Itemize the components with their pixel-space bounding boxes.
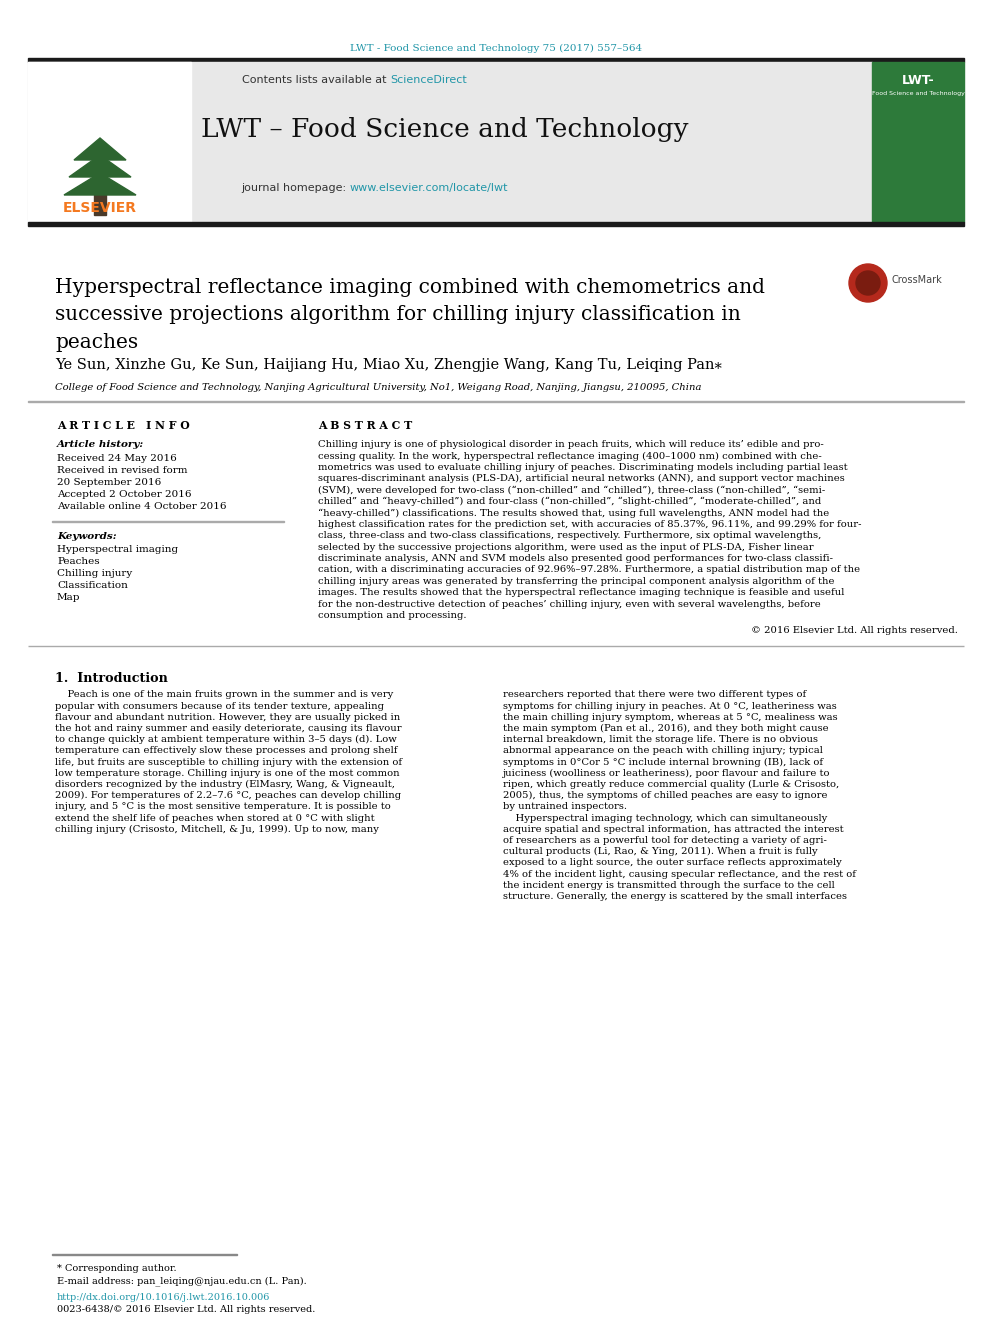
- Text: the main chilling injury symptom, whereas at 5 °C, mealiness was: the main chilling injury symptom, wherea…: [503, 713, 837, 722]
- Text: www.elsevier.com/locate/lwt: www.elsevier.com/locate/lwt: [350, 183, 509, 193]
- Text: for the non-destructive detection of peaches’ chilling injury, even with several: for the non-destructive detection of pea…: [318, 599, 820, 609]
- Text: LWT – Food Science and Technology: LWT – Food Science and Technology: [201, 118, 688, 143]
- Text: 2009). For temperatures of 2.2–7.6 °C, peaches can develop chilling: 2009). For temperatures of 2.2–7.6 °C, p…: [55, 791, 401, 800]
- Text: to change quickly at ambient temperature within 3–5 days (d). Low: to change quickly at ambient temperature…: [55, 736, 397, 745]
- Text: College of Food Science and Technology, Nanjing Agricultural University, No1, We: College of Food Science and Technology, …: [55, 382, 701, 392]
- Text: disorders recognized by the industry (ElMasry, Wang, & Vigneault,: disorders recognized by the industry (El…: [55, 781, 395, 789]
- Text: squares-discriminant analysis (PLS-DA), artificial neural networks (ANN), and su: squares-discriminant analysis (PLS-DA), …: [318, 474, 845, 483]
- Text: © 2016 Elsevier Ltd. All rights reserved.: © 2016 Elsevier Ltd. All rights reserved…: [751, 626, 958, 635]
- Text: chilling injury (Crisosto, Mitchell, & Ju, 1999). Up to now, many: chilling injury (Crisosto, Mitchell, & J…: [55, 824, 379, 833]
- Text: symptoms for chilling injury in peaches. At 0 °C, leatheriness was: symptoms for chilling injury in peaches.…: [503, 701, 836, 710]
- Text: Peach is one of the main fruits grown in the summer and is very: Peach is one of the main fruits grown in…: [55, 691, 393, 700]
- Text: the incident energy is transmitted through the surface to the cell: the incident energy is transmitted throu…: [503, 881, 834, 890]
- Circle shape: [856, 271, 880, 295]
- Text: ELSEVIER: ELSEVIER: [63, 201, 137, 216]
- Text: Ye Sun, Xinzhe Gu, Ke Sun, Haijiang Hu, Miao Xu, Zhengjie Wang, Kang Tu, Leiqing: Ye Sun, Xinzhe Gu, Ke Sun, Haijiang Hu, …: [55, 359, 722, 372]
- Text: 2005), thus, the symptoms of chilled peaches are easy to ignore: 2005), thus, the symptoms of chilled pea…: [503, 791, 827, 800]
- Text: consumption and processing.: consumption and processing.: [318, 611, 466, 620]
- Bar: [872, 62, 964, 222]
- Text: http://dx.doi.org/10.1016/j.lwt.2016.10.006: http://dx.doi.org/10.1016/j.lwt.2016.10.…: [57, 1293, 271, 1302]
- Bar: [28, 222, 964, 226]
- Text: selected by the successive projections algorithm, were used as the input of PLS-: selected by the successive projections a…: [318, 542, 813, 552]
- Text: acquire spatial and spectral information, has attracted the interest: acquire spatial and spectral information…: [503, 824, 843, 833]
- Text: abnormal appearance on the peach with chilling injury; typical: abnormal appearance on the peach with ch…: [503, 746, 823, 755]
- Text: Hyperspectral imaging technology, which can simultaneously: Hyperspectral imaging technology, which …: [503, 814, 827, 823]
- Text: extend the shelf life of peaches when stored at 0 °C with slight: extend the shelf life of peaches when st…: [55, 814, 375, 823]
- Text: Accepted 2 October 2016: Accepted 2 October 2016: [57, 490, 191, 499]
- Text: flavour and abundant nutrition. However, they are usually picked in: flavour and abundant nutrition. However,…: [55, 713, 400, 722]
- Text: structure. Generally, the energy is scattered by the small interfaces: structure. Generally, the energy is scat…: [503, 892, 847, 901]
- Text: Hyperspectral reflectance imaging combined with chemometrics and
successive proj: Hyperspectral reflectance imaging combin…: [55, 278, 765, 352]
- Text: “heavy-chilled”) classifications. The results showed that, using full wavelength: “heavy-chilled”) classifications. The re…: [318, 508, 829, 517]
- Text: Food Science and Technology: Food Science and Technology: [872, 91, 964, 97]
- Bar: [28, 62, 191, 222]
- Text: cessing quality. In the work, hyperspectral reflectance imaging (400–1000 nm) co: cessing quality. In the work, hyperspect…: [318, 451, 821, 460]
- Text: chilled” and “heavy-chilled”) and four-class (“non-chilled”, “slight-chilled”, “: chilled” and “heavy-chilled”) and four-c…: [318, 497, 821, 507]
- Text: injury, and 5 °C is the most sensitive temperature. It is possible to: injury, and 5 °C is the most sensitive t…: [55, 803, 391, 811]
- Text: CrossMark: CrossMark: [892, 275, 942, 284]
- Text: ripen, which greatly reduce commercial quality (Lurle & Crisosto,: ripen, which greatly reduce commercial q…: [503, 781, 839, 789]
- Text: temperature can effectively slow these processes and prolong shelf: temperature can effectively slow these p…: [55, 746, 398, 755]
- Text: LWT - Food Science and Technology 75 (2017) 557–564: LWT - Food Science and Technology 75 (20…: [350, 44, 642, 53]
- Bar: [94, 187, 106, 216]
- Text: highest classification rates for the prediction set, with accuracies of 85.37%, : highest classification rates for the pre…: [318, 520, 861, 529]
- Text: class, three-class and two-class classifications, respectively. Furthermore, six: class, three-class and two-class classif…: [318, 532, 821, 540]
- Text: symptoms in 0°Cor 5 °C include internal browning (IB), lack of: symptoms in 0°Cor 5 °C include internal …: [503, 758, 823, 767]
- Polygon shape: [69, 155, 131, 177]
- Text: cultural products (Li, Rao, & Ying, 2011). When a fruit is fully: cultural products (Li, Rao, & Ying, 2011…: [503, 847, 817, 856]
- Text: by untrained inspectors.: by untrained inspectors.: [503, 803, 627, 811]
- Text: Peaches: Peaches: [57, 557, 99, 566]
- Text: E-mail address: pan_leiqing@njau.edu.cn (L. Pan).: E-mail address: pan_leiqing@njau.edu.cn …: [57, 1275, 307, 1286]
- Text: Contents lists available at: Contents lists available at: [242, 75, 390, 85]
- Text: cation, with a discriminating accuracies of 92.96%–97.28%. Furthermore, a spatia: cation, with a discriminating accuracies…: [318, 565, 860, 574]
- Text: journal homepage:: journal homepage:: [241, 183, 350, 193]
- Text: Hyperspectral imaging: Hyperspectral imaging: [57, 545, 179, 554]
- Text: Chilling injury is one of physiological disorder in peach fruits, which will red: Chilling injury is one of physiological …: [318, 441, 823, 448]
- Text: life, but fruits are susceptible to chilling injury with the extension of: life, but fruits are susceptible to chil…: [55, 758, 402, 766]
- Text: 4% of the incident light, causing specular reflectance, and the rest of: 4% of the incident light, causing specul…: [503, 869, 856, 878]
- Text: images. The results showed that the hyperspectral reflectance imaging technique : images. The results showed that the hype…: [318, 589, 844, 597]
- Polygon shape: [64, 173, 136, 194]
- Text: Keywords:: Keywords:: [57, 532, 117, 541]
- Text: A R T I C L E   I N F O: A R T I C L E I N F O: [57, 419, 189, 431]
- Text: the main symptom (Pan et al., 2016), and they both might cause: the main symptom (Pan et al., 2016), and…: [503, 724, 828, 733]
- Circle shape: [849, 265, 887, 302]
- Bar: [28, 62, 872, 222]
- Text: Classification: Classification: [57, 581, 128, 590]
- Text: Map: Map: [57, 593, 80, 602]
- Text: * Corresponding author.: * Corresponding author.: [57, 1263, 177, 1273]
- Polygon shape: [74, 138, 126, 160]
- Text: popular with consumers because of its tender texture, appealing: popular with consumers because of its te…: [55, 701, 384, 710]
- Text: Received in revised form: Received in revised form: [57, 466, 187, 475]
- Text: internal breakdown, limit the storage life. There is no obvious: internal breakdown, limit the storage li…: [503, 736, 818, 745]
- Text: chilling injury areas was generated by transferring the principal component anal: chilling injury areas was generated by t…: [318, 577, 834, 586]
- Text: 1.  Introduction: 1. Introduction: [55, 672, 168, 685]
- Text: Article history:: Article history:: [57, 441, 144, 448]
- Text: discriminate analysis, ANN and SVM models also presented good performances for t: discriminate analysis, ANN and SVM model…: [318, 554, 833, 564]
- Text: the hot and rainy summer and easily deteriorate, causing its flavour: the hot and rainy summer and easily dete…: [55, 724, 402, 733]
- Text: mometrics was used to evaluate chilling injury of peaches. Discriminating models: mometrics was used to evaluate chilling …: [318, 463, 847, 472]
- Text: 0023-6438/© 2016 Elsevier Ltd. All rights reserved.: 0023-6438/© 2016 Elsevier Ltd. All right…: [57, 1304, 315, 1314]
- Text: Chilling injury: Chilling injury: [57, 569, 132, 578]
- Text: juiciness (woolliness or leatheriness), poor flavour and failure to: juiciness (woolliness or leatheriness), …: [503, 769, 830, 778]
- Text: A B S T R A C T: A B S T R A C T: [318, 419, 413, 431]
- Text: of researchers as a powerful tool for detecting a variety of agri-: of researchers as a powerful tool for de…: [503, 836, 827, 845]
- Text: exposed to a light source, the outer surface reflects approximately: exposed to a light source, the outer sur…: [503, 859, 842, 868]
- Text: (SVM), were developed for two-class (“non-chilled” and “chilled”), three-class (: (SVM), were developed for two-class (“no…: [318, 486, 825, 495]
- Text: Received 24 May 2016: Received 24 May 2016: [57, 454, 177, 463]
- Bar: [28, 58, 964, 62]
- Text: ScienceDirect: ScienceDirect: [390, 75, 467, 85]
- Text: 20 September 2016: 20 September 2016: [57, 478, 162, 487]
- Text: low temperature storage. Chilling injury is one of the most common: low temperature storage. Chilling injury…: [55, 769, 400, 778]
- Text: LWT-: LWT-: [902, 74, 934, 86]
- Text: Available online 4 October 2016: Available online 4 October 2016: [57, 501, 226, 511]
- Text: researchers reported that there were two different types of: researchers reported that there were two…: [503, 691, 806, 700]
